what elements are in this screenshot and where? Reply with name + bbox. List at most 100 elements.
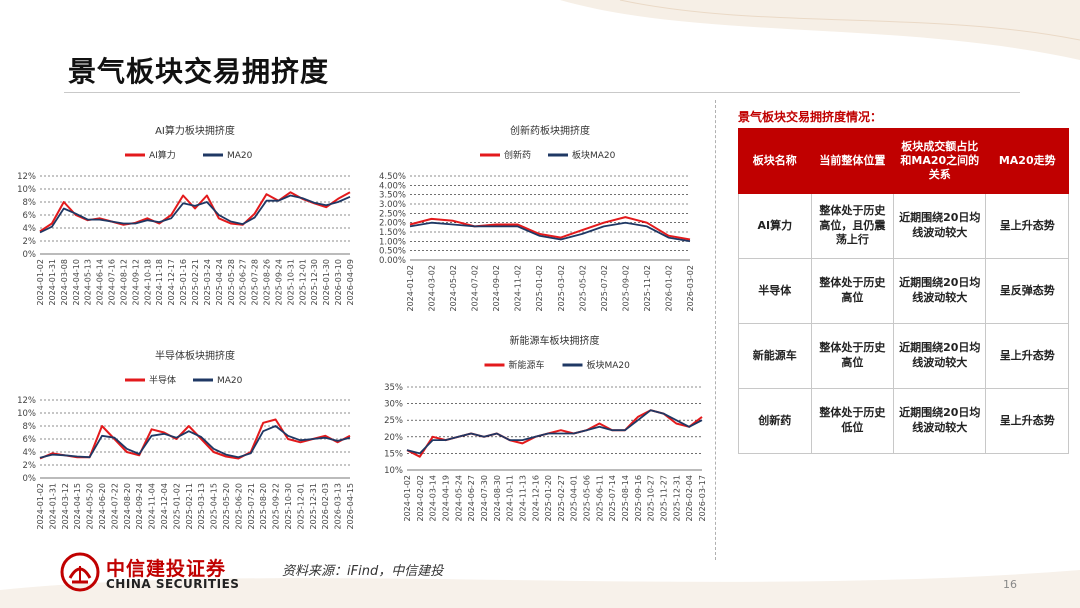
x-tick-label: 2024-11-04 (148, 483, 157, 530)
legend-label: MA20 (227, 151, 253, 161)
table-cell: 新能源车 (738, 323, 812, 389)
series-line-main (409, 216, 691, 241)
x-tick-label: 2026-03-17 (698, 475, 707, 522)
x-tick-label: 2025-08-26 (263, 259, 272, 306)
x-tick-label: 2025-03-02 (557, 265, 566, 312)
y-tick-label: 4.00% (379, 181, 406, 191)
table-row: 半导体 整体处于历史高位 近期围绕20日均线波动较大 呈反弹态势 (738, 258, 1069, 324)
chart-title: 创新药板块拥挤度 (510, 124, 590, 137)
x-tick-label: 2024-04-15 (73, 483, 82, 530)
x-tick-label: 2025-10-30 (284, 483, 293, 530)
x-tick-label: 2025-10-27 (647, 475, 656, 522)
y-tick-label: 6% (23, 211, 37, 221)
x-tick-label: 2025-11-27 (660, 475, 669, 522)
y-tick-label: 2.00% (379, 219, 406, 229)
table-cell: 半导体 (738, 258, 812, 324)
x-tick-label: 2026-04-09 (346, 259, 355, 306)
chart-legend: 新能源车 板块MA20 (484, 359, 630, 371)
y-tick-label: 35% (384, 383, 403, 393)
series-line-main (39, 418, 351, 460)
x-tick-label: 2025-06-27 (239, 259, 248, 306)
x-tick-label: 2024-01-02 (36, 259, 45, 306)
x-tick-label: 2024-08-12 (119, 259, 128, 306)
x-tick-label: 2025-01-02 (172, 483, 181, 530)
x-tick-label: 2024-01-02 (36, 483, 45, 530)
x-tick-label: 2025-01-16 (179, 259, 188, 306)
x-tick-label: 2024-10-11 (506, 475, 515, 522)
x-tick-label: 2025-12-01 (296, 483, 305, 530)
x-tick-label: 2025-10-31 (286, 259, 295, 306)
x-tick-label: 2024-10-18 (143, 259, 152, 306)
x-tick-label: 2024-09-24 (135, 483, 144, 530)
x-tick-label: 2024-01-02 (406, 265, 415, 312)
legend-label: 新能源车 (509, 359, 545, 371)
y-tick-label: 4% (23, 448, 37, 458)
x-tick-label: 2025-09-02 (621, 265, 630, 312)
y-tick-label: 6% (23, 435, 37, 445)
x-tick-label: 2024-07-16 (108, 259, 117, 306)
x-tick-label: 2025-05-02 (578, 265, 587, 312)
x-tick-label: 2024-07-30 (480, 475, 489, 522)
x-tick-label: 2025-02-21 (191, 259, 200, 306)
x-tick-label: 2025-04-24 (215, 259, 224, 306)
chart-semiconductor: 半导体板块拥挤度 半导体 MA20 0% 2% 4% 6% 8% 10% 12% 2024-01-0… (10, 345, 360, 540)
x-tick-label: 2026-03-02 (686, 265, 695, 312)
x-tick-label: 2024-05-02 (449, 265, 458, 312)
x-tick-label: 2024-07-02 (471, 265, 480, 312)
y-tick-label: 2% (23, 237, 37, 247)
x-tick-label: 2024-05-24 (454, 475, 463, 522)
table-cell: 呈上升态势 (985, 323, 1069, 389)
x-tick-label: 2026-02-04 (685, 475, 694, 522)
x-tick-label: 2025-06-20 (234, 483, 243, 530)
chart-legend: AI算力 MA20 (125, 149, 253, 161)
x-tick-label: 2024-03-14 (429, 475, 438, 522)
table-cell: AI算力 (738, 193, 812, 259)
y-tick-label: 12% (17, 396, 36, 406)
logo-text-cn: 中信建投证券 (106, 558, 227, 580)
x-tick-label: 2024-07-22 (110, 483, 119, 530)
x-tick-label: 2024-06-27 (467, 475, 476, 522)
chart-title: AI算力板块拥挤度 (155, 124, 235, 137)
x-tick-label: 2026-03-13 (334, 483, 343, 530)
x-tick-label: 2024-12-16 (531, 475, 540, 522)
chart-ai-compute: AI算力板块拥挤度 AI算力 MA20 0% 2% 4% 6% 8% 10% 12% 2024-01… (10, 120, 360, 320)
series-line-ma20 (39, 194, 351, 234)
x-tick-label: 2025-03-24 (203, 259, 212, 306)
y-tick-label: 25% (384, 416, 403, 426)
x-tick-label: 2024-04-10 (72, 259, 81, 306)
table-cell: 近期围绕20日均线波动较大 (893, 193, 987, 259)
x-tick-label: 2024-02-02 (416, 475, 425, 522)
source-note: 资料来源：iFind，中信建投 (282, 564, 444, 579)
legend-label: 板块MA20 (572, 149, 616, 161)
series-line-ma20 (406, 409, 703, 455)
x-tick-label: 2025-12-30 (310, 259, 319, 306)
x-tick-label: 2024-03-12 (61, 483, 70, 530)
x-tick-label: 2024-05-13 (84, 259, 93, 306)
legend-label: AI算力 (149, 149, 176, 161)
x-tick-label: 2024-11-18 (155, 259, 164, 306)
x-tick-label: 2025-04-15 (210, 483, 219, 530)
chart-legend: 创新药 板块MA20 (480, 149, 616, 161)
x-tick-label: 2024-08-30 (493, 475, 502, 522)
table-header-cell: 板块名称 (738, 128, 812, 194)
x-tick-label: 2025-05-20 (222, 483, 231, 530)
y-tick-label: 0% (23, 474, 37, 484)
legend-label: MA20 (217, 376, 243, 386)
x-tick-label: 2026-01-02 (664, 265, 673, 312)
x-tick-label: 2024-01-31 (48, 483, 57, 530)
y-tick-label: 12% (17, 172, 36, 182)
x-tick-label: 2025-08-14 (621, 475, 630, 522)
legend-label: 半导体 (149, 374, 176, 386)
chart-new-energy-vehicle: 新能源车板块拥挤度 新能源车 板块MA20 10% 15% 20% 25% 30% 35% 202… (370, 330, 707, 540)
table-row: 创新药 整体处于历史低位 近期围绕20日均线波动较大 呈上升态势 (738, 388, 1069, 454)
x-tick-label: 2024-11-02 (514, 265, 523, 312)
x-tick-label: 2025-01-20 (544, 475, 553, 522)
table-row: AI算力 整体处于历史高位，且仍震荡上行 近期围绕20日均线波动较大 呈上升态势 (738, 193, 1069, 259)
x-tick-label: 2024-09-12 (131, 259, 140, 306)
x-tick-label: 2025-11-02 (643, 265, 652, 312)
y-tick-label: 8% (23, 422, 37, 432)
table-cell: 整体处于历史高位 (810, 323, 895, 389)
x-tick-label: 2024-12-04 (160, 483, 169, 530)
chart-title: 新能源车板块拥挤度 (510, 334, 600, 347)
